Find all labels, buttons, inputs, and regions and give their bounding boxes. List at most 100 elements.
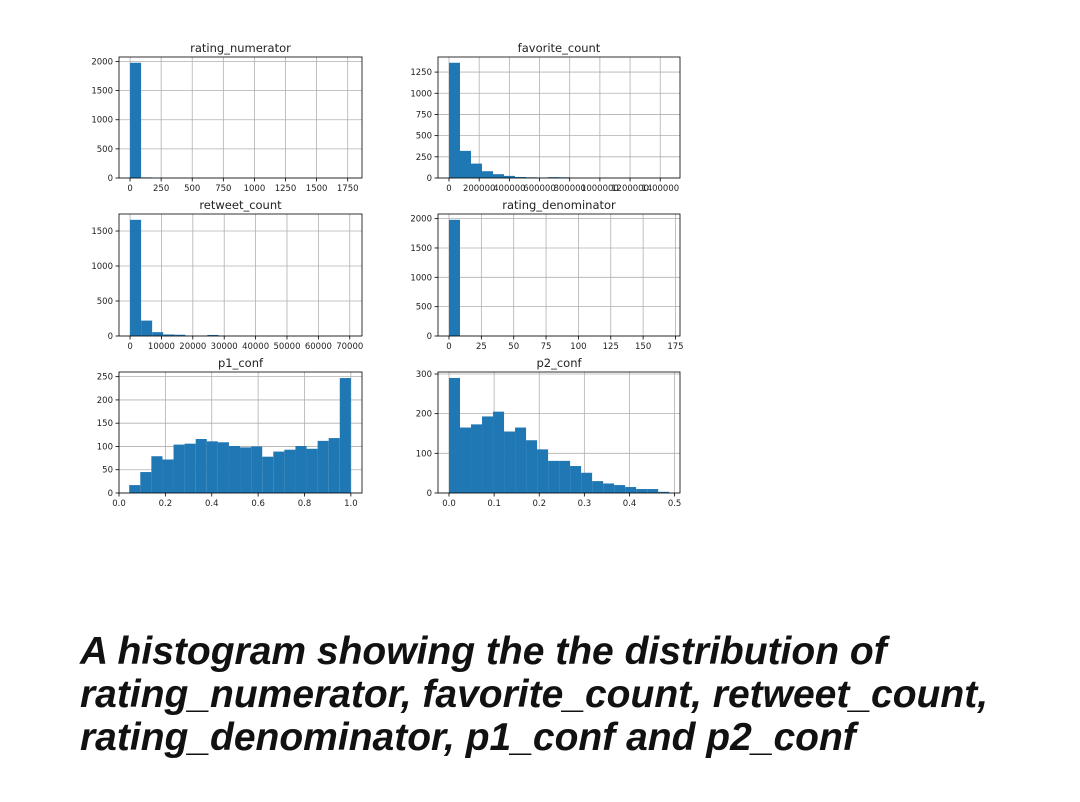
y-tick-label: 2000 — [410, 215, 432, 225]
histogram-bar — [228, 445, 241, 493]
histogram-bar — [206, 441, 218, 493]
subplot-p1-conf: p1_conf 0.0 0.2 0.4 0.6 0.8 1.0 0 50 100 150 200 250 — [97, 356, 363, 509]
histogram-bar — [492, 174, 504, 178]
x-tick-label: 0.5 — [668, 499, 682, 509]
x-tick-label: 75 — [541, 342, 552, 352]
histogram-bar — [317, 440, 329, 493]
y-tick-label: 500 — [416, 303, 432, 313]
histogram-bar — [470, 163, 482, 178]
axes-frame — [118, 371, 363, 494]
figure-caption: A histogram showing the the distribution… — [80, 630, 989, 759]
y-tick-label: 0 — [427, 489, 432, 499]
y-tick-label: 500 — [97, 297, 113, 307]
histogram-bar — [658, 491, 670, 493]
histogram-bar — [295, 445, 307, 493]
histogram-bar — [306, 448, 318, 493]
histogram-bar — [482, 416, 494, 493]
histogram-bar — [448, 62, 460, 179]
histogram-bar — [636, 489, 648, 493]
y-tick-label: 1500 — [410, 244, 432, 254]
y-tick-label: 100 — [416, 449, 432, 459]
y-tick-label: 0 — [108, 489, 113, 499]
histogram-bar — [273, 451, 285, 493]
x-tick-label: 150 — [635, 342, 651, 352]
axes-frame — [118, 213, 363, 337]
x-tick-label: 0 — [127, 342, 132, 352]
y-tick-label: 1000 — [91, 116, 113, 126]
histogram-bar — [526, 440, 538, 493]
histogram-bar — [162, 459, 174, 493]
x-tick-label: 25 — [476, 342, 487, 352]
x-tick-label: 600000 — [523, 184, 555, 194]
y-tick-label: 2000 — [91, 57, 113, 67]
subplot-rating-denominator: rating_denominator 0 25 50 75 100 125 150 175 0 50… — [410, 198, 683, 352]
histogram-bar — [592, 481, 604, 493]
x-tick-label: 0.6 — [251, 499, 265, 509]
histogram-bar — [449, 377, 461, 493]
histogram-bar — [581, 472, 593, 493]
histogram-bar — [460, 427, 472, 493]
subplot-title: p2_conf — [536, 356, 582, 370]
histogram-bar — [459, 150, 471, 178]
x-tick-label: 70000 — [336, 342, 363, 352]
y-tick-label: 200 — [416, 410, 432, 420]
histogram-bar — [152, 332, 164, 336]
y-tick-label: 1000 — [410, 89, 432, 99]
histogram-bar — [328, 438, 340, 493]
histogram-bar — [130, 62, 142, 178]
axes-frame — [437, 56, 681, 179]
subplot-title: rating_denominator — [502, 198, 616, 212]
x-tick-label: 1000000 — [581, 184, 619, 194]
x-tick-label: 50000 — [273, 342, 300, 352]
histogram-bar — [207, 334, 219, 336]
x-tick-label: 400000 — [493, 184, 525, 194]
x-tick-label: 40000 — [242, 342, 269, 352]
x-tick-label: 0.2 — [159, 499, 173, 509]
histogram-bar — [504, 431, 516, 493]
y-tick-label: 1500 — [91, 227, 113, 237]
subplot-title: retweet_count — [199, 198, 282, 212]
y-tick-label: 300 — [416, 370, 432, 380]
x-tick-label: 0.2 — [532, 499, 546, 509]
x-tick-label: 125 — [603, 342, 619, 352]
subplot-title: favorite_count — [518, 41, 601, 55]
histogram-bar — [493, 411, 505, 493]
histogram-bar — [614, 485, 626, 493]
histogram-bar — [515, 427, 527, 493]
x-tick-label: 175 — [667, 342, 683, 352]
x-tick-label: 0.8 — [298, 499, 312, 509]
subplot-p2-conf: p2_conf 0.0 0.1 0.2 0.3 0.4 0.5 0 100 200 300 — [416, 356, 682, 509]
x-tick-label: 750 — [215, 184, 231, 194]
axes-frame — [437, 213, 681, 337]
subplot-rating-numerator: rating_numerator 0 250 500 750 1000 1250 1500 17… — [91, 41, 363, 194]
y-tick-label: 200 — [97, 396, 113, 406]
x-tick-label: 1.0 — [344, 499, 358, 509]
histogram-bar — [625, 487, 637, 493]
x-tick-label: 200000 — [463, 184, 495, 194]
histogram-bar — [471, 424, 483, 493]
y-tick-label: 50 — [102, 466, 113, 476]
y-tick-label: 500 — [416, 132, 432, 142]
histogram-bar — [163, 334, 175, 336]
y-tick-label: 1500 — [91, 87, 113, 97]
x-tick-label: 0.4 — [205, 499, 219, 509]
x-tick-label: 0 — [446, 342, 451, 352]
histogram-bar — [284, 449, 296, 493]
x-tick-label: 0.3 — [578, 499, 592, 509]
x-tick-label: 0 — [127, 184, 132, 194]
x-tick-label: 1000 — [244, 184, 266, 194]
histogram-bar — [262, 456, 274, 493]
axes-frame — [437, 371, 681, 494]
y-tick-label: 1000 — [410, 273, 432, 283]
y-tick-label: 0 — [108, 174, 113, 184]
histogram-bar — [548, 460, 560, 493]
x-tick-label: 0.0 — [442, 499, 456, 509]
histogram-bar — [647, 489, 659, 493]
x-tick-label: 50 — [508, 342, 519, 352]
histogram-bar — [240, 447, 252, 493]
y-tick-label: 250 — [97, 373, 113, 383]
histogram-bar — [129, 485, 141, 493]
y-tick-label: 0 — [427, 174, 432, 184]
